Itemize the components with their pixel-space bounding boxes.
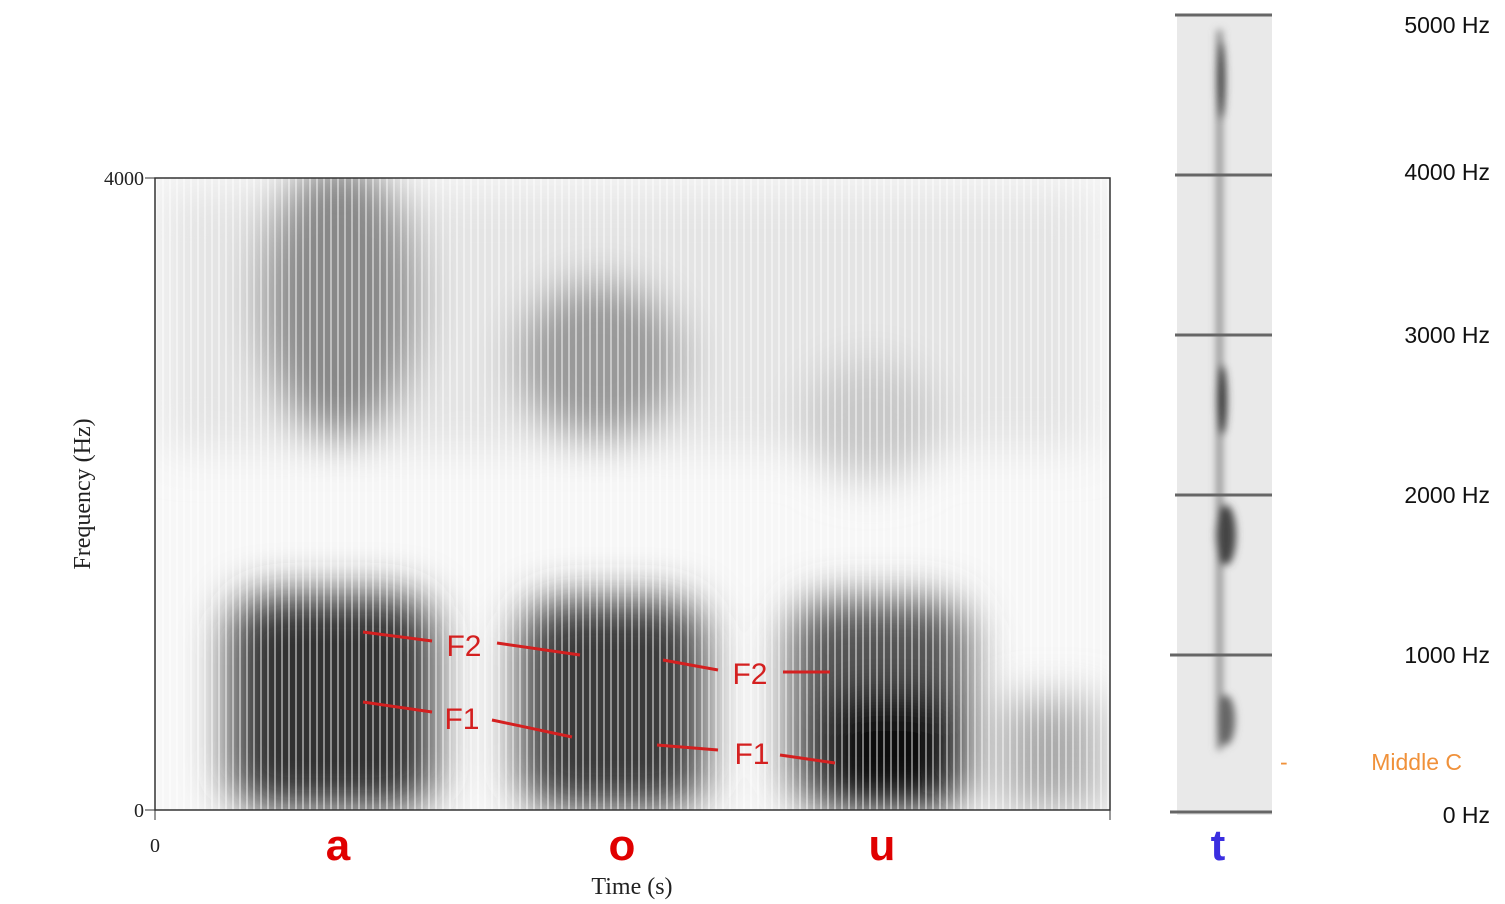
- y-tick-label: 0: [134, 800, 144, 822]
- spectrogram: [155, 178, 1110, 810]
- formant-label: F2: [446, 630, 481, 663]
- vowel-label: u: [869, 821, 896, 870]
- scale-label: 3000 Hz: [1404, 322, 1490, 348]
- consonant-spectrogram: [1170, 13, 1272, 815]
- marker-dash: -: [1280, 749, 1288, 775]
- scale-label: 5000 Hz: [1404, 12, 1490, 38]
- x-tick-label: 0: [150, 835, 160, 857]
- scale-label: 4000 Hz: [1404, 159, 1490, 185]
- scale-label: 1000 Hz: [1404, 642, 1490, 668]
- vowel-label: o: [609, 821, 636, 870]
- formant-pointers: [362, 630, 836, 765]
- x-axis-label: Time (s): [591, 874, 672, 900]
- consonant-label: t: [1211, 821, 1226, 870]
- scale-label: 0 Hz: [1443, 802, 1490, 828]
- formant-label: F2: [732, 658, 767, 691]
- y-tick-label: 4000: [104, 168, 144, 190]
- formant-label: F1: [444, 703, 479, 736]
- plot-frame: [154, 177, 1111, 811]
- marker-label: Middle C: [1371, 749, 1462, 775]
- vowel-label: a: [326, 821, 351, 870]
- y-axis-label: Frequency (Hz): [70, 418, 96, 569]
- formant-label: F1: [734, 738, 769, 771]
- scale-label: 2000 Hz: [1404, 482, 1490, 508]
